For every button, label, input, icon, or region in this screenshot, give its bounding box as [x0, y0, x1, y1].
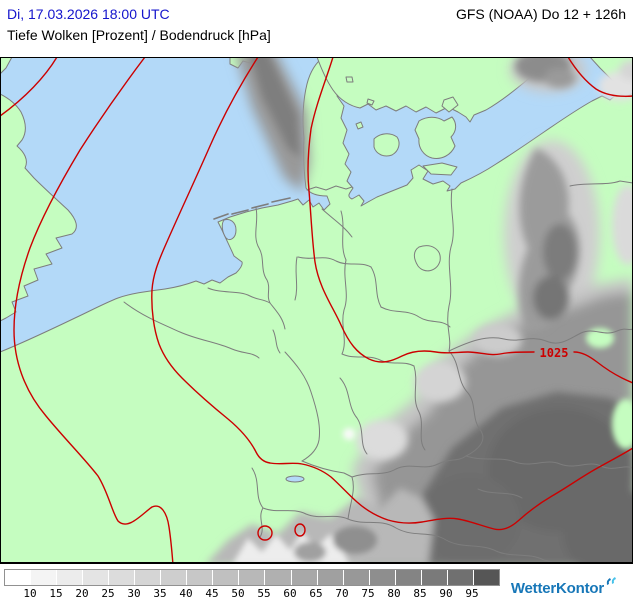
cloud-cover-legend: 10 15 20 25 30 35 40 45 50 55 60 65 70 75 80 85 90 95	[0, 568, 633, 600]
weather-map: 1025	[0, 57, 633, 564]
island-fyn	[373, 133, 400, 157]
legend-bar	[4, 569, 500, 586]
island-bornholm	[441, 96, 459, 113]
legend-cell	[213, 570, 239, 585]
legend-tick: 75	[361, 587, 375, 600]
legend-tick: 60	[283, 587, 297, 600]
legend-tick: 80	[387, 587, 401, 600]
legend-cell	[265, 570, 291, 585]
legend-tick: 90	[439, 587, 453, 600]
legend-tick: 15	[49, 587, 63, 600]
legend-cell	[239, 570, 265, 585]
layer-title: Tiefe Wolken [Prozent] / Bodendruck [hPa…	[7, 27, 271, 43]
lake-ijsselmeer	[221, 219, 237, 241]
legend-cell	[447, 570, 473, 585]
timestamp: Di, 17.03.2026 18:00 UTC	[7, 6, 170, 22]
scotland-tip	[0, 57, 13, 75]
isobar-baltic	[567, 57, 633, 98]
legend-tick: 20	[75, 587, 89, 600]
legend-cell	[31, 570, 57, 585]
legend-tick: 55	[257, 587, 271, 600]
island-laesoe	[345, 76, 354, 83]
isobar-1025-east	[573, 351, 633, 384]
legend-cell	[57, 570, 83, 585]
model-run-label: GFS (NOAA) Do 12 + 126h	[455, 6, 626, 22]
legend-tick: 10	[23, 587, 37, 600]
legend-tick: 40	[179, 587, 193, 600]
legend-cell	[291, 570, 317, 585]
legend-cell	[369, 570, 395, 585]
legend-tick: 85	[413, 587, 427, 600]
isobar-closed-west	[257, 525, 273, 541]
legend-cell	[473, 570, 499, 585]
legend-tick: 30	[127, 587, 141, 600]
legend-cell	[187, 570, 213, 585]
legend-tick: 35	[153, 587, 167, 600]
legend-cell	[161, 570, 187, 585]
island-samsoe	[355, 121, 364, 130]
isobar-central	[151, 57, 633, 531]
isobar-value-label: 1025	[540, 346, 569, 360]
lake-constance	[285, 475, 305, 483]
legend-cell	[421, 570, 447, 585]
cloud-layer	[206, 57, 633, 563]
legend-cell	[317, 570, 343, 585]
legend-tick: 45	[205, 587, 219, 600]
map-header: Di, 17.03.2026 18:00 UTC GFS (NOAA) Do 1…	[7, 6, 626, 24]
border-layer	[123, 180, 633, 563]
island-anholt	[366, 98, 375, 106]
island-lolland	[422, 162, 458, 176]
legend-tick: 50	[231, 587, 245, 600]
isobar-layer	[0, 57, 633, 563]
legend-tick: 25	[101, 587, 115, 600]
legend-ticks: 10 15 20 25 30 35 40 45 50 55 60 65 70 75 80 85 90 95	[0, 587, 633, 600]
legend-tick: 65	[309, 587, 323, 600]
isobar-1025-west	[307, 57, 535, 363]
legend-cell	[83, 570, 109, 585]
island-zealand	[414, 116, 457, 159]
legend-cell	[109, 570, 135, 585]
isobar-nw-corner	[0, 57, 58, 117]
wetterkontor-logo[interactable]: WetterKontor	[511, 574, 617, 597]
legend-cell	[343, 570, 369, 585]
legend-cell	[5, 570, 31, 585]
logo-mark-icon	[605, 574, 617, 591]
isobar-west	[13, 57, 174, 563]
logo-text[interactable]: WetterKontor	[510, 580, 604, 597]
legend-cell	[395, 570, 421, 585]
isobar-closed-east	[294, 523, 306, 537]
legend-tick: 70	[335, 587, 349, 600]
britain-landmass	[0, 93, 77, 322]
legend-cell	[135, 570, 161, 585]
legend-tick: 95	[465, 587, 479, 600]
wadden-islands	[213, 197, 291, 220]
